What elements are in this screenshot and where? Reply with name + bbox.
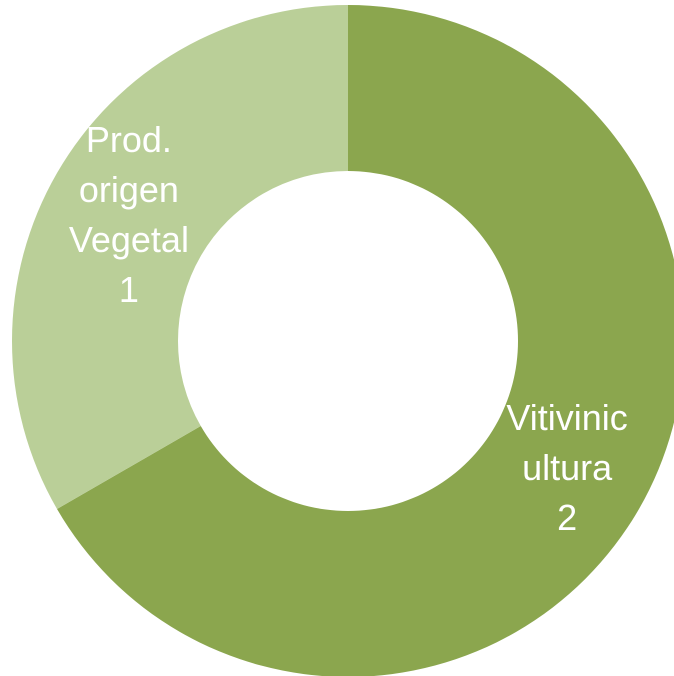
slice-label: Prod. origen Vegetal 1 [59,115,199,315]
value-label: 1 [118,268,139,310]
category-label: Vitivinicultura [506,396,628,488]
value-label: 2 [557,496,578,538]
slice-label: Vitivinicultura 2 [497,393,637,543]
category-label: Prod. origen Vegetal [68,118,189,260]
donut-slice [57,5,674,676]
donut-slice [11,5,348,509]
